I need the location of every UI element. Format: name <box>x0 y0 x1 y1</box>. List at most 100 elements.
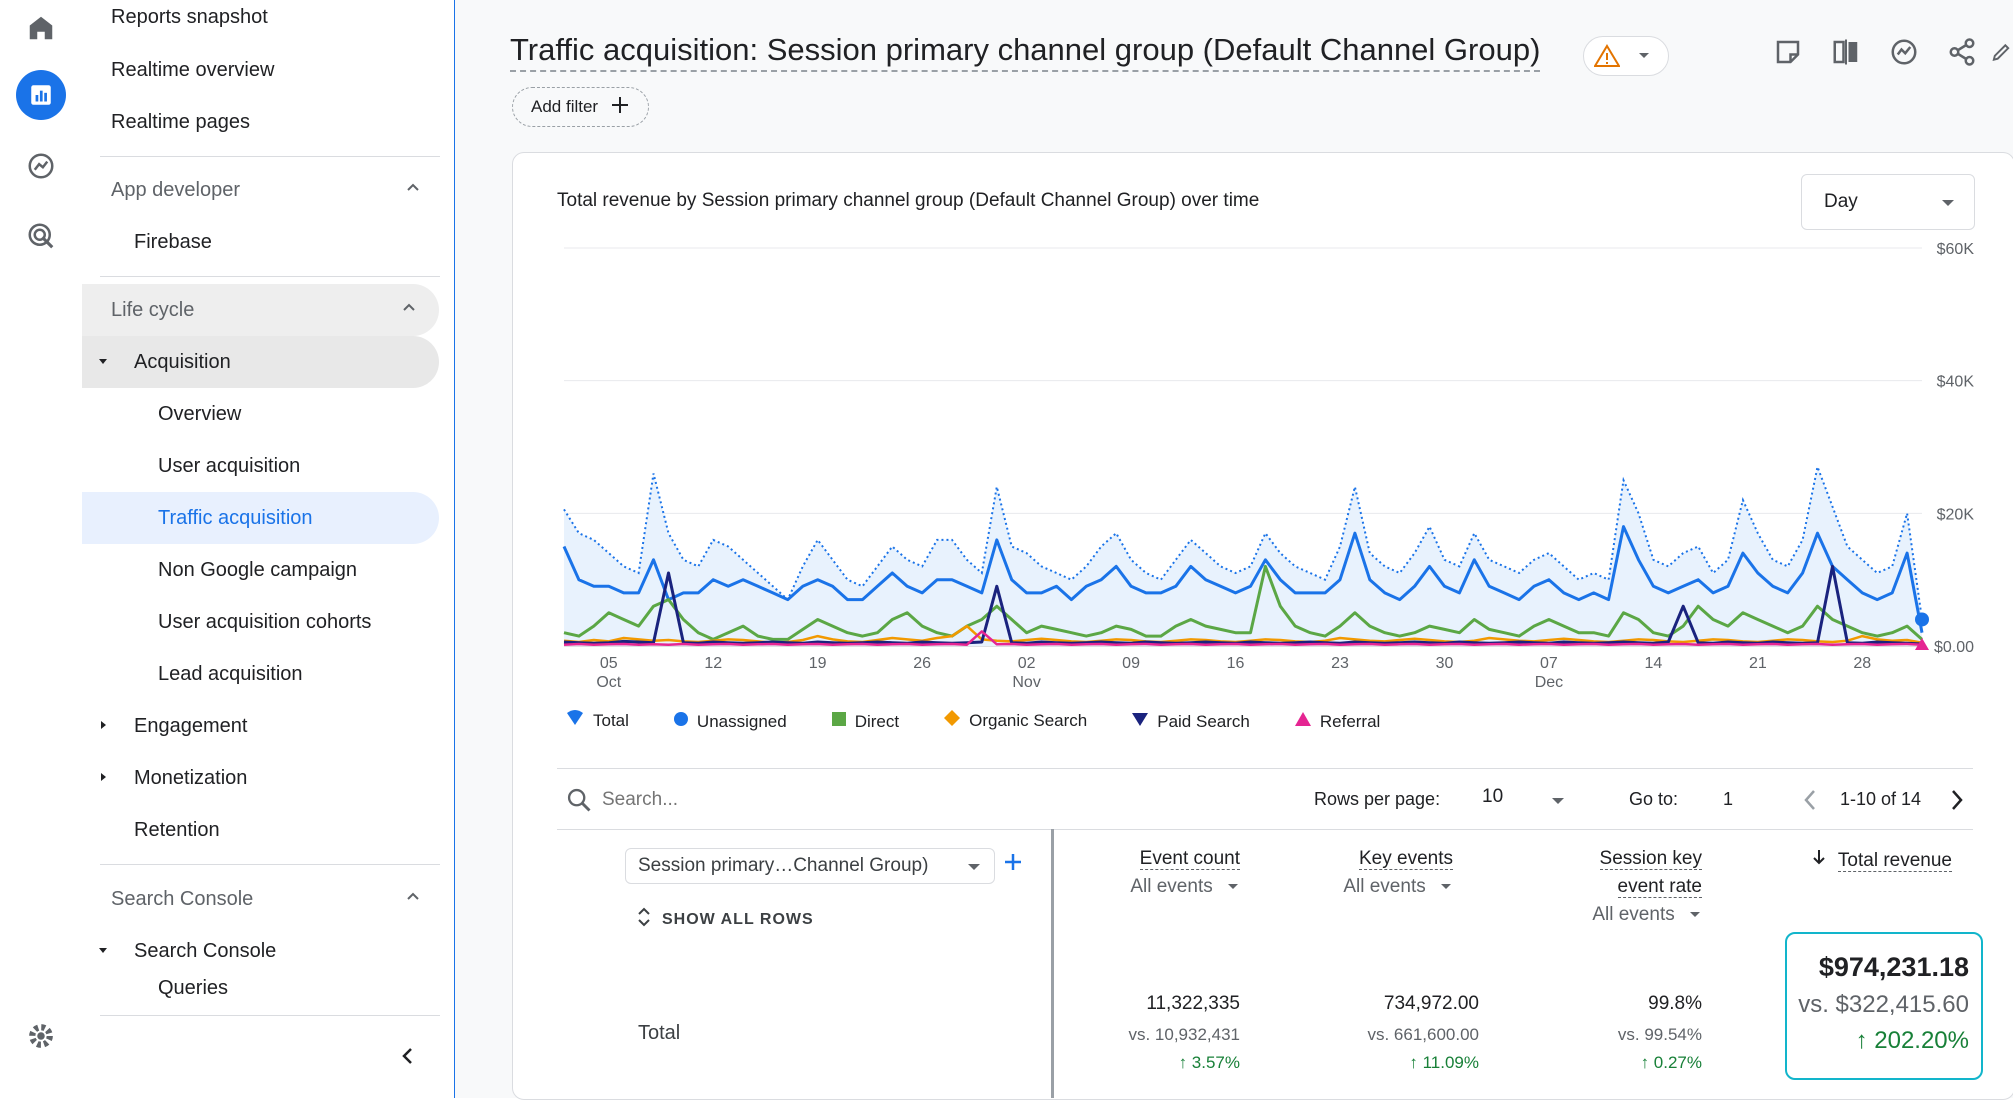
chart-title: Total revenue by Session primary channel… <box>557 190 1260 211</box>
sidebar-item-queries[interactable]: Queries <box>158 977 229 999</box>
search-icon <box>565 786 593 819</box>
sidebar-section-life-cycle[interactable]: Life cycle <box>82 284 439 336</box>
insights-icon[interactable] <box>1884 32 1924 72</box>
sidebar-item-retention[interactable]: Retention <box>134 818 220 841</box>
legend-label: Unassigned <box>696 711 787 731</box>
total-key-events: 734,972.00 vs. 661,600.00 ↑ 11.09% <box>1367 993 1479 1072</box>
sidebar-item-overview[interactable]: Overview <box>158 402 242 425</box>
series-line-referral <box>563 630 1923 646</box>
series-line-direct <box>563 564 1923 641</box>
legend-label: Total <box>593 710 629 730</box>
x-tick-label: 21 <box>1749 655 1767 672</box>
legend-marker-icon <box>565 709 585 732</box>
settings-icon[interactable] <box>16 1011 66 1061</box>
sidebar-section-search-console[interactable]: Search Console <box>111 873 431 925</box>
column-header-key-events[interactable]: Key events All events <box>1343 848 1453 897</box>
sidebar-item-non-google-campaign[interactable]: Non Google campaign <box>158 558 358 581</box>
column-divider <box>1051 829 1054 1098</box>
legend-marker-icon <box>1131 711 1149 732</box>
caret-down-icon <box>1550 792 1566 813</box>
nav-rail <box>0 0 83 1098</box>
explore-icon[interactable] <box>16 141 66 191</box>
legend-marker-icon <box>831 711 847 732</box>
chevron-up-icon <box>403 886 423 912</box>
legend-item[interactable]: Organic Search <box>943 709 1109 732</box>
x-tick-label: 07 <box>1540 655 1558 672</box>
legend-item[interactable]: Paid Search <box>1131 711 1272 732</box>
arrow-up-icon: ↑ <box>1640 1053 1654 1072</box>
reports-icon[interactable] <box>16 70 66 120</box>
x-tick-month-label: Oct <box>596 674 621 691</box>
sidebar-item-firebase[interactable]: Firebase <box>134 230 212 253</box>
chevron-up-icon <box>399 297 419 323</box>
column-header-event-count[interactable]: Event count All events <box>1130 848 1240 897</box>
sidebar-divider <box>100 156 440 157</box>
sidebar-item-realtime-overview[interactable]: Realtime overview <box>111 58 275 81</box>
sidebar-item-lead-acquisition[interactable]: Lead acquisition <box>158 662 303 685</box>
compare-icon[interactable] <box>1826 32 1866 72</box>
sidebar-item-monetization[interactable]: Monetization <box>101 752 247 804</box>
plus-icon <box>610 95 630 120</box>
y-tick-label: $40K <box>1937 374 1975 391</box>
sidebar-section-app-developer[interactable]: App developer <box>111 164 431 216</box>
warning-dropdown[interactable] <box>1583 36 1669 76</box>
legend-label: Referral <box>1319 711 1381 731</box>
dimension-select[interactable]: Session primary…Channel Group) <box>625 848 995 884</box>
x-tick-label: 09 <box>1122 655 1140 672</box>
legend-marker-icon <box>1294 711 1312 732</box>
rows-per-page-select[interactable]: 10 <box>1482 786 1576 814</box>
edit-icon[interactable] <box>1990 32 2013 72</box>
caret-down-icon <box>966 858 982 879</box>
column-header-session-key-event-rate[interactable]: Session key event rate All events <box>1592 848 1702 925</box>
legend-item[interactable]: Direct <box>831 711 921 732</box>
legend-item[interactable]: Referral <box>1294 711 1402 732</box>
x-tick-label: 12 <box>704 655 722 672</box>
share-icon[interactable] <box>1942 32 1982 72</box>
series-end-marker-referral <box>1915 638 1929 650</box>
unfold-icon <box>636 906 652 933</box>
sidebar-divider <box>100 864 440 865</box>
series-end-marker-total <box>1915 612 1929 627</box>
prev-page-icon[interactable] <box>1798 786 1822 819</box>
show-all-rows-button[interactable]: SHOW ALL ROWS <box>636 906 814 933</box>
legend-label: Paid Search <box>1157 711 1250 731</box>
collapse-sidebar-icon[interactable] <box>396 1044 420 1073</box>
x-tick-label: 16 <box>1227 655 1245 672</box>
legend-item[interactable]: Unassigned <box>673 711 809 732</box>
goto-label: Go to: <box>1629 789 1679 809</box>
sidebar-item-user-acquisition[interactable]: User acquisition <box>158 454 301 477</box>
y-tick-label: $0.00 <box>1934 639 1974 656</box>
sidebar-item-reports-snapshot[interactable]: Reports snapshot <box>111 5 268 28</box>
sidebar-item-engagement[interactable]: Engagement <box>101 700 247 752</box>
report-sidebar: Reports snapshot Realtime overview Realt… <box>82 0 456 1098</box>
home-icon[interactable] <box>16 3 66 53</box>
divider <box>557 768 1973 769</box>
x-tick-label: 02 <box>1018 655 1036 672</box>
caret-right-icon <box>96 767 110 790</box>
customize-report-icon[interactable] <box>1768 32 1808 72</box>
revenue-line-chart: $60K $40K $20K $0.00 05 Oct 12 19 26 02 Nov 09 16 23 3… <box>562 241 1975 691</box>
goto-input[interactable]: 1 <box>1723 789 1734 809</box>
sidebar-item-acquisition[interactable]: Acquisition <box>82 336 439 388</box>
rows-per-page-label: Rows per page: <box>1314 789 1441 809</box>
add-dimension-icon[interactable] <box>1001 850 1025 879</box>
sort-descending-icon <box>1811 850 1827 871</box>
page-title[interactable]: Traffic acquisition: Session primary cha… <box>510 30 1541 72</box>
y-tick-label: $60K <box>1937 241 1975 258</box>
advertising-icon[interactable] <box>16 211 66 261</box>
sidebar-item-traffic-acquisition[interactable]: Traffic acquisition <box>82 492 439 544</box>
legend-item[interactable]: Total <box>565 709 651 732</box>
sidebar-item-realtime-pages[interactable]: Realtime pages <box>111 110 250 133</box>
next-page-icon[interactable] <box>1945 786 1969 819</box>
legend-marker-icon <box>673 711 689 732</box>
arrow-up-icon: ↑ <box>1178 1053 1192 1072</box>
total-row-label: Total <box>638 1022 681 1044</box>
add-filter-button[interactable]: Add filter <box>512 87 650 127</box>
sidebar-item-search-console[interactable]: Search Console <box>99 925 276 977</box>
x-tick-label: 05 <box>600 655 618 672</box>
sidebar-item-user-acquisition-cohorts[interactable]: User acquisition cohorts <box>158 610 372 633</box>
column-header-total-revenue[interactable]: Total revenue <box>1760 848 1952 872</box>
search-input[interactable] <box>600 782 1024 818</box>
granularity-select[interactable]: Day <box>1801 174 1975 230</box>
x-tick-label: 30 <box>1436 655 1454 672</box>
